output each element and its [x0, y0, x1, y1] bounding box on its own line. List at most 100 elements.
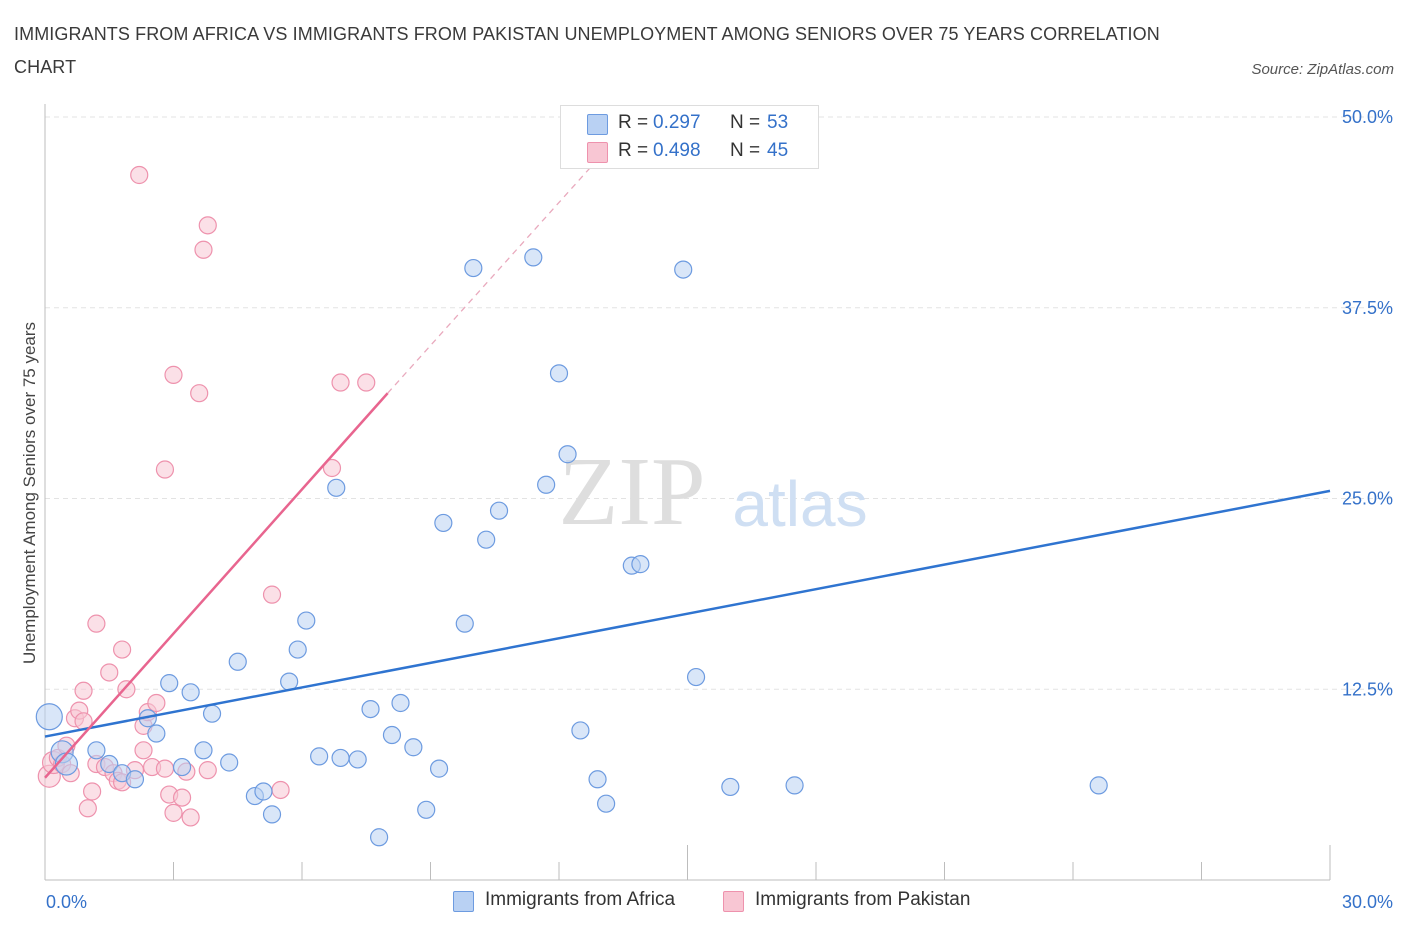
legend-r-label: R =	[618, 140, 649, 161]
watermark-atlas: atlas	[732, 468, 867, 540]
point-africa	[254, 782, 273, 801]
point-pakistan	[271, 780, 290, 800]
bottom-legend-swatch-africa	[453, 891, 474, 912]
point-pakistan	[117, 680, 136, 699]
point-africa	[361, 699, 380, 719]
point-africa	[194, 741, 213, 760]
point-africa	[455, 614, 474, 633]
point-africa	[391, 693, 410, 713]
point-africa	[181, 683, 200, 702]
point-pakistan	[130, 165, 149, 185]
point-africa	[331, 748, 350, 768]
legend-n-label: N =	[730, 140, 761, 161]
point-africa	[537, 475, 556, 494]
point-africa	[434, 513, 453, 533]
point-africa	[477, 530, 496, 549]
x-tick-label: 30.0%	[1342, 892, 1393, 912]
legend-swatch-pakistan	[587, 142, 608, 163]
source-label: Source: ZipAtlas.com	[1251, 61, 1394, 78]
point-africa	[524, 248, 543, 267]
point-pakistan	[181, 808, 200, 827]
point-pakistan	[164, 803, 183, 822]
bottom-legend-swatch-pakistan	[723, 891, 744, 912]
point-africa	[489, 501, 509, 520]
point-africa	[228, 652, 247, 671]
trendline-pakistan-extrapolated	[387, 163, 594, 394]
point-africa	[429, 759, 449, 778]
point-africa	[558, 445, 577, 464]
tick-labels: 12.5% 25.0% 37.5% 50.0% 0.0% 30.0%	[46, 107, 1393, 912]
grid-lines	[45, 116, 1392, 690]
point-pakistan	[172, 788, 192, 807]
point-africa	[310, 747, 329, 766]
point-africa	[100, 754, 119, 774]
point-africa	[417, 800, 436, 819]
y-tick-label: 50.0%	[1342, 107, 1393, 127]
trendline-pakistan	[44, 392, 389, 779]
point-africa	[160, 674, 179, 693]
legend-n-value-africa: 53	[767, 112, 789, 133]
trendline-africa	[44, 489, 1331, 738]
point-africa	[172, 757, 192, 777]
point-africa	[404, 738, 423, 757]
point-pakistan	[331, 373, 350, 392]
legend-r-value-pakistan: 0.498	[653, 140, 701, 161]
point-pakistan	[100, 663, 119, 682]
point-pakistan	[357, 373, 376, 392]
point-africa	[464, 258, 483, 278]
point-africa	[674, 260, 693, 279]
point-africa	[588, 770, 607, 789]
point-africa	[297, 611, 316, 630]
point-africa	[35, 703, 63, 731]
x-tick-label: 0.0%	[46, 892, 87, 912]
point-pakistan	[155, 759, 175, 778]
correlation-legend: R = 0.297 N = 53 R = 0.498 N = 45	[560, 105, 819, 169]
point-africa	[202, 704, 222, 723]
point-africa	[785, 776, 804, 795]
point-pakistan	[198, 216, 217, 235]
legend-n-value-pakistan: 45	[767, 140, 789, 161]
point-pakistan	[78, 799, 97, 818]
y-tick-label: 37.5%	[1342, 298, 1393, 318]
y-tick-label: 25.0%	[1342, 489, 1393, 509]
point-africa	[220, 753, 239, 772]
legend-n-label: N =	[730, 112, 761, 133]
point-africa	[1089, 776, 1108, 795]
bottom-legend-label-africa: Immigrants from Africa	[485, 889, 676, 910]
point-pakistan	[83, 782, 102, 801]
point-africa	[571, 721, 590, 740]
point-pakistan	[147, 693, 166, 713]
legend-r-value-africa: 0.297	[653, 112, 701, 133]
point-africa	[686, 667, 706, 687]
chart-title: IMMIGRANTS FROM AFRICA VS IMMIGRANTS FRO…	[14, 24, 1160, 77]
point-pakistan	[155, 460, 175, 479]
legend-swatch-africa	[587, 114, 608, 135]
watermark-zip: ZIP	[559, 438, 706, 546]
point-pakistan	[190, 384, 209, 403]
trend-lines	[44, 163, 1331, 779]
point-africa	[348, 750, 367, 769]
watermark: ZIP atlas	[559, 438, 868, 546]
point-pakistan	[112, 640, 132, 659]
points-africa	[35, 248, 1108, 847]
point-africa	[370, 828, 389, 847]
legend-r-label: R =	[618, 112, 649, 133]
axes	[44, 104, 1331, 881]
point-pakistan	[262, 585, 282, 604]
point-africa	[631, 555, 650, 574]
point-pakistan	[322, 458, 342, 478]
point-africa	[327, 478, 346, 497]
point-africa	[147, 724, 166, 743]
point-pakistan	[74, 681, 93, 700]
point-africa	[125, 770, 145, 789]
bottom-legend-label-pakistan: Immigrants from Pakistan	[755, 889, 971, 910]
y-tick-label: 12.5%	[1342, 679, 1393, 699]
point-africa	[597, 794, 616, 813]
point-pakistan	[194, 240, 213, 259]
point-africa	[549, 364, 569, 383]
point-africa	[721, 777, 740, 797]
point-africa	[87, 741, 106, 760]
point-pakistan	[198, 761, 217, 780]
point-pakistan	[134, 741, 153, 760]
